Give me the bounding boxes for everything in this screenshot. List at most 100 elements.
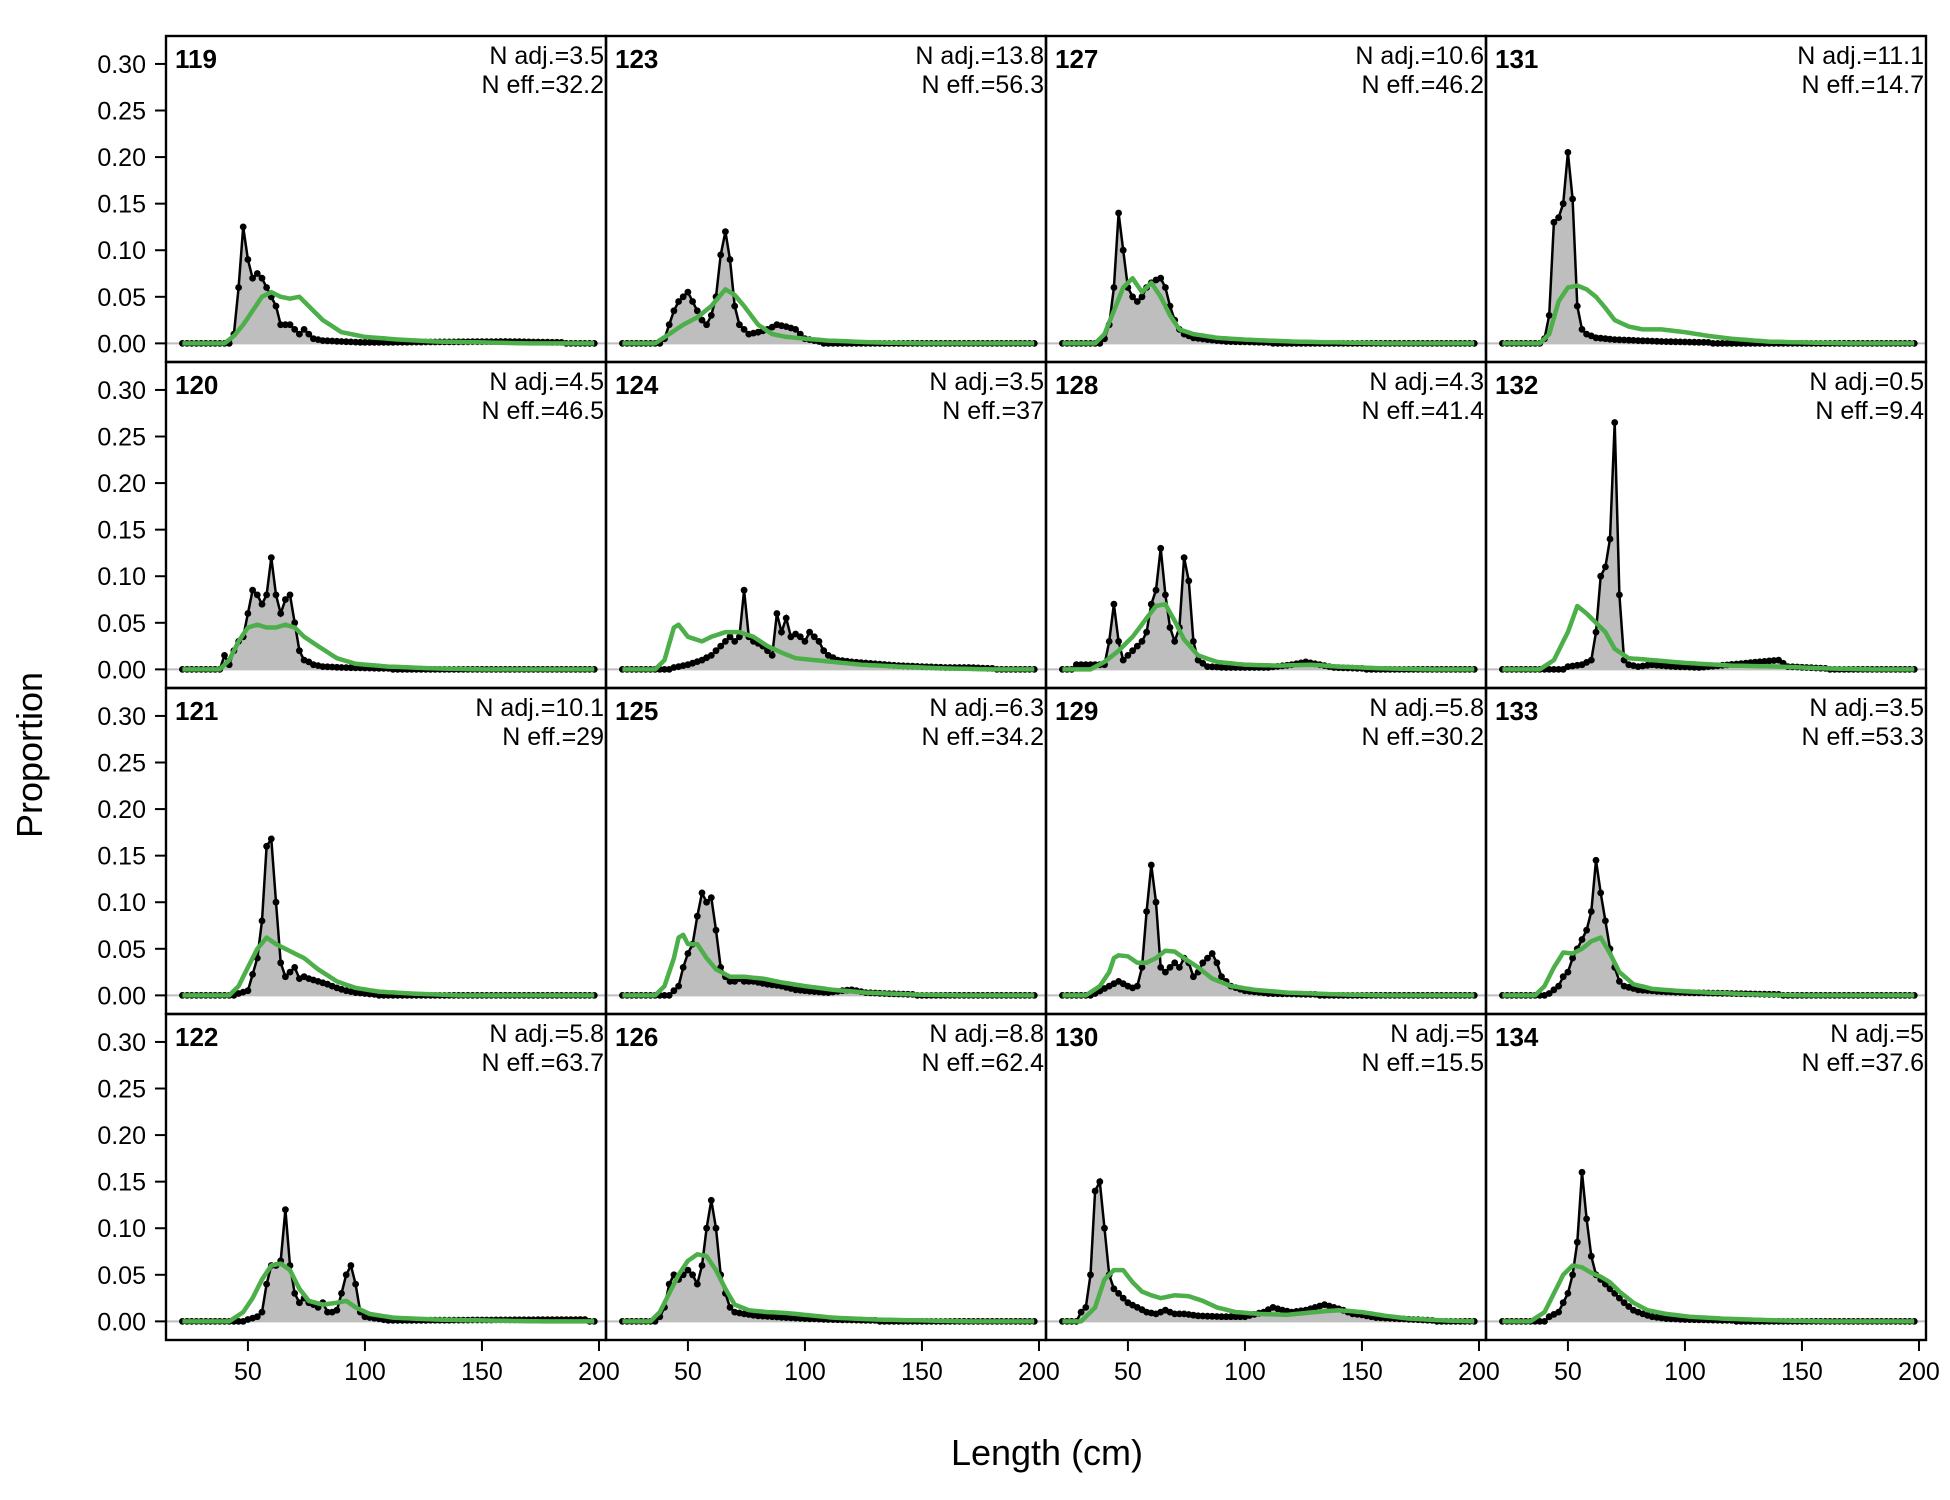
panel-label: 121 [175,696,218,726]
observed-point [1672,338,1679,346]
observed-point [1559,200,1567,208]
n-adj-label: N adj.=5.8 [1369,694,1484,722]
observed-point [740,586,748,594]
observed-point [731,638,739,645]
observed-point [1171,959,1179,967]
x-tick-label: 50 [1114,1358,1142,1386]
n-adj-label: N adj.=3.5 [489,42,604,70]
y-tick-label: 0.25 [97,98,146,126]
panel-129: 129 N adj.=5.8N eff.=30.2 [1044,686,1488,1016]
observed-point [698,316,706,324]
n-eff-label: N eff.=46.2 [1361,71,1484,99]
observed-point [244,610,252,617]
observed-points [1059,861,1478,999]
observed-point [296,647,303,655]
observed-point [820,647,828,655]
panel-label: 122 [175,1022,218,1052]
observed-area [622,231,1035,344]
panel-label: 130 [1055,1022,1098,1052]
observed-point [1555,982,1562,990]
expected-line [182,622,595,672]
n-adj-label: N adj.=4.3 [1369,368,1484,396]
observed-point [1166,624,1174,631]
observed-point [1616,1294,1623,1302]
observed-point [1119,246,1127,254]
observed-point [267,835,275,843]
observed-point [1204,954,1211,962]
observed-point [665,992,673,999]
expected-line [1502,283,1915,346]
observed-point [1625,1303,1633,1310]
y-tick-label: 0.10 [97,889,146,917]
y-tick-label: 0.30 [97,51,146,79]
observed-point [1077,661,1085,669]
observed-point [1733,340,1740,347]
panel-label: 133 [1495,696,1538,726]
observed-point [1587,1252,1595,1260]
observed-point [703,898,710,906]
observed-point [726,633,734,641]
n-adj-label: N adj.=10.1 [475,694,604,722]
observed-area [1502,422,1915,670]
panel-119: 119 N adj.=3.5N eff.=32.2 [164,34,608,364]
observed-point [717,642,725,650]
observed-point [1611,419,1619,426]
observed-point [670,307,678,315]
y-tick-label: 0.00 [97,656,146,684]
observed-point [263,842,270,850]
observed-point [258,917,266,925]
expected-line [622,1252,1035,1324]
observed-point [693,912,701,920]
x-tick-label: 150 [461,1358,503,1386]
observed-point [810,633,818,641]
observed-point [282,596,289,603]
observed-area [182,557,595,670]
observed-point [1119,1294,1127,1302]
axes: 0.00 0.05 0.10 0.15 0.20 0.25 0.30 0.00 0.05 0.10… [97,51,1940,1386]
observed-point [1124,652,1132,659]
panel-121: 121 N adj.=10.1N eff.=29 [164,686,608,1016]
observed-point [698,1262,706,1269]
observed-point [1152,898,1160,906]
observed-points [1499,856,1918,999]
y-tick-label: 0.30 [97,377,146,405]
observed-point [1162,284,1169,291]
n-adj-label: N adj.=5 [1390,1020,1484,1048]
panel-label: 127 [1055,44,1098,74]
observed-area [622,892,1035,996]
observed-point [1115,638,1122,645]
observed-point [684,288,692,296]
n-adj-label: N adj.=11.1 [1797,42,1924,70]
n-adj-label: N adj.=5 [1830,1020,1924,1048]
observed-point [1110,284,1118,291]
observed-point [1162,591,1169,599]
observed-point [1110,600,1118,608]
observed-point [1569,195,1576,203]
n-eff-label: N eff.=53.3 [1801,723,1924,751]
observed-point [726,256,734,263]
observed-point [1129,647,1136,655]
observed-point [1583,1215,1590,1223]
expected-line [1502,1263,1915,1324]
n-adj-label: N adj.=10.6 [1355,42,1484,70]
observed-point [1190,973,1197,981]
observed-points [179,1206,598,1325]
observed-point [352,1280,359,1288]
observed-point [684,950,692,957]
y-tick-label: 0.20 [97,796,146,824]
panel-120: 120 N adj.=4.5N eff.=46.5 [164,360,608,690]
observed-point [1208,950,1216,957]
observed-point [253,591,261,599]
x-tick-label: 150 [1781,1358,1823,1386]
panel-122: 122 N adj.=5.8N eff.=63.7 [164,1012,608,1342]
observed-point [244,256,252,263]
observed-point [778,628,785,636]
panel-126: 126 N adj.=8.8N eff.=62.4 [604,1012,1048,1342]
n-eff-label: N eff.=37 [942,397,1044,425]
y-tick-label: 0.15 [97,1169,146,1197]
n-eff-label: N eff.=14.7 [1801,71,1924,99]
observed-point [1592,856,1600,864]
observed-point [324,1308,331,1316]
y-tick-label: 0.20 [97,470,146,498]
expected-line [182,935,595,998]
